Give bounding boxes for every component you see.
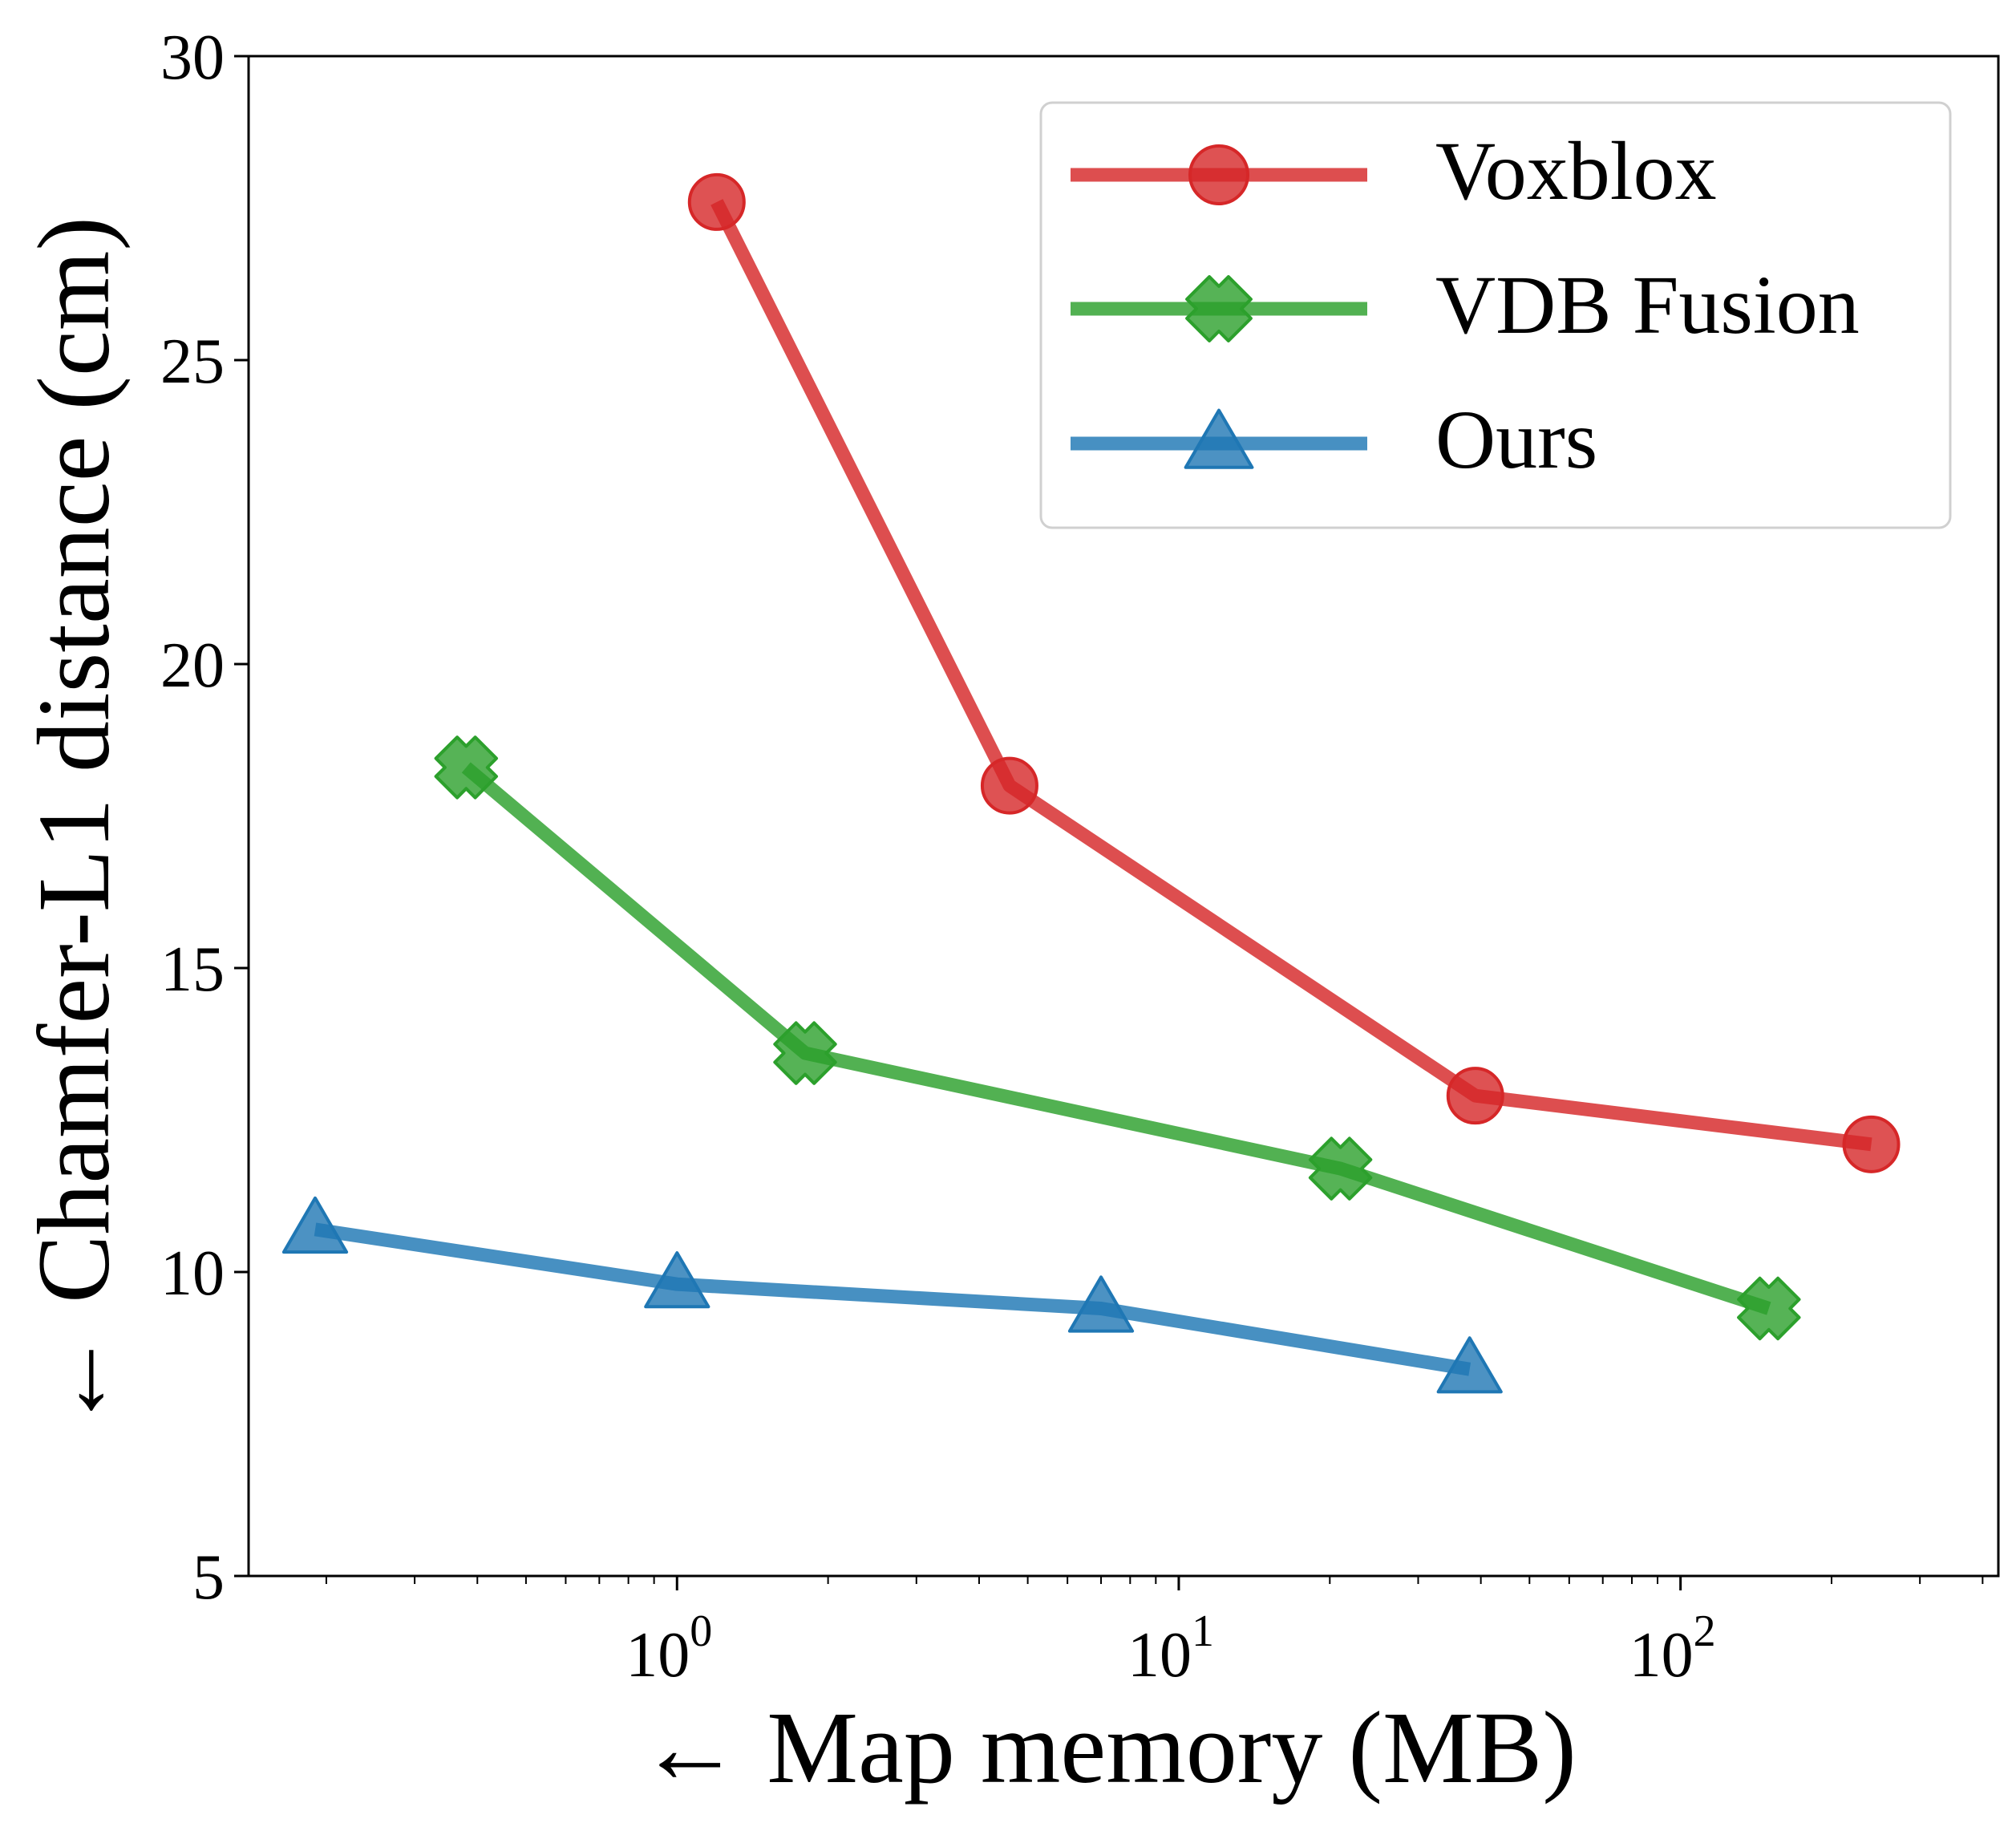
circle-marker (1842, 1115, 1901, 1173)
triangle-marker (281, 1196, 349, 1254)
x-tick-base: 10 (1127, 1620, 1192, 1691)
series-line (461, 762, 1771, 1315)
legend-box (1039, 101, 1952, 529)
x-tick-base: 10 (625, 1620, 690, 1691)
legend-entry-voxblox: Voxblox (1071, 125, 1717, 217)
x-marker (1308, 1136, 1373, 1201)
y-tick-label: 15 (160, 934, 225, 1005)
x-tick-exponent: 0 (690, 1606, 712, 1656)
x-marker (434, 735, 498, 800)
legend: Voxblox VDB Fusion Ours (1039, 101, 1952, 529)
y-tick-label: 10 (160, 1238, 225, 1309)
x-axis-label: ← Map memory (MB) (638, 1691, 1577, 1805)
legend-label: Voxblox (1435, 125, 1717, 217)
plot-series (281, 172, 1901, 1394)
triangle-marker (1184, 408, 1254, 469)
x-tick-label: 100 (625, 1606, 712, 1691)
series-vdb-fusion (434, 735, 1801, 1341)
x-tick-base: 10 (1629, 1620, 1694, 1691)
triangle-marker (1067, 1275, 1135, 1333)
circle-marker (1188, 144, 1249, 205)
x-tick-label: 101 (1127, 1606, 1214, 1691)
circle-marker (980, 756, 1038, 815)
y-tick-label: 30 (160, 22, 225, 93)
series-ours (281, 1196, 1503, 1394)
legend-label: VDB Fusion (1435, 259, 1860, 351)
x-tick-exponent: 1 (1192, 1606, 1214, 1656)
x-tick-label: 102 (1629, 1606, 1716, 1691)
y-axis-label: ← Chamfer-L1 distance (cm) (17, 217, 131, 1432)
y-tick-label: 5 (192, 1542, 225, 1613)
legend-entry-ours: Ours (1071, 394, 1597, 486)
legend-label: Ours (1435, 394, 1597, 486)
series-line (710, 199, 1872, 1152)
y-tick-label: 25 (160, 326, 225, 397)
x-marker (773, 1021, 837, 1085)
x-marker (1185, 275, 1253, 342)
circle-marker (1446, 1067, 1504, 1125)
legend-entry-vdb-fusion: VDB Fusion (1071, 259, 1860, 351)
plot-frame (247, 55, 2000, 1578)
circle-marker (687, 172, 746, 231)
triangle-marker (644, 1251, 710, 1309)
series-line (314, 1222, 1472, 1376)
triangle-marker (1436, 1336, 1503, 1394)
y-tick-label: 20 (160, 630, 225, 701)
x-marker (1737, 1276, 1801, 1341)
series-voxblox (687, 172, 1901, 1173)
x-tick-exponent: 2 (1694, 1606, 1716, 1656)
